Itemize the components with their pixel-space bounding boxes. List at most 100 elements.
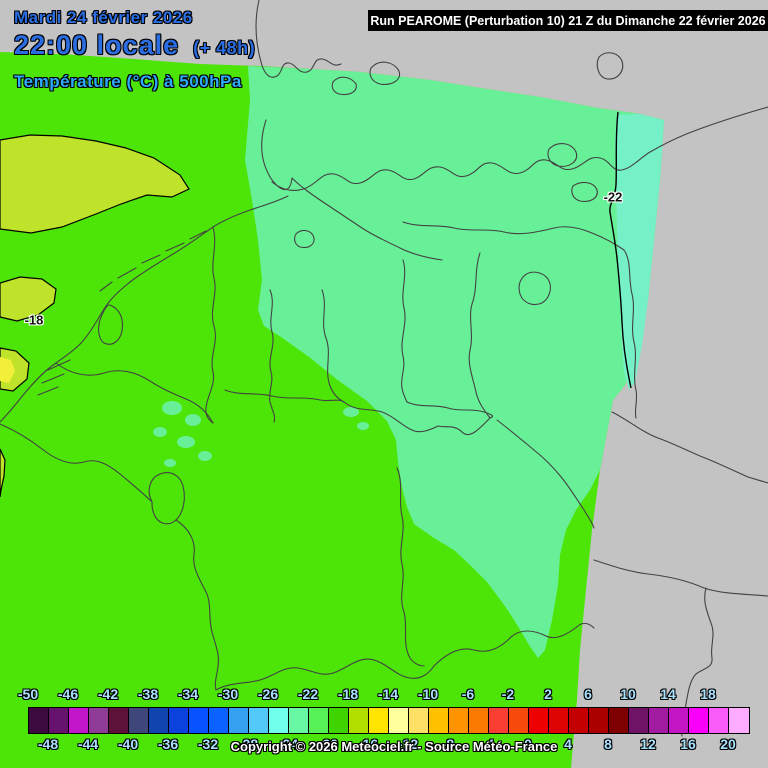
colorbar-tick--2: -2 (501, 686, 515, 702)
isotherm-minus22 (609, 111, 632, 389)
coast-danish-isles (331, 61, 401, 96)
colorbar-tick--46: -46 (57, 686, 79, 702)
colorbar-cell--10 (429, 708, 449, 733)
border-thuringia (406, 401, 493, 436)
colorbar-tick--50: -50 (17, 686, 39, 702)
border-berlin (518, 271, 551, 306)
colorbar-cell-16 (689, 708, 709, 733)
colorbar-tick--10: -10 (417, 686, 439, 702)
border-bavaria-bw (396, 467, 425, 667)
title-block: Mardi 24 février 2026 22:00 locale (+ 48h… (14, 8, 255, 92)
colorbar-tick--18: -18 (337, 686, 359, 702)
coast-frisian-islands (99, 230, 207, 292)
colorbar-tick-20: 20 (720, 736, 736, 752)
colorbar-cell-14 (669, 708, 689, 733)
colorbar-tick-10: 10 (620, 686, 636, 702)
colorbar-cell-12 (649, 708, 669, 733)
coast-jutland (255, 0, 342, 78)
colorbar-tick--32: -32 (197, 736, 219, 752)
coastline-borders (0, 0, 768, 737)
coast-ijsselmeer (98, 304, 124, 345)
colorbar-cell--50 (29, 708, 49, 733)
border-luxembourg (148, 472, 185, 525)
colorbar-tick--42: -42 (97, 686, 119, 702)
colorbar-cell--42 (109, 708, 129, 733)
colorbar-tick--36: -36 (157, 736, 179, 752)
colorbar-cell--44 (89, 708, 109, 733)
colorbar-cell--36 (169, 708, 189, 733)
colorbar-cell--38 (149, 708, 169, 733)
colorbar-tick-12: 12 (640, 736, 656, 752)
colorbar-tick--28: -28 (237, 736, 259, 752)
isotherm-label--22: -22 (603, 189, 623, 205)
border-lower-saxony (401, 259, 408, 403)
colorbar-cell--22 (309, 708, 329, 733)
border-nrw (224, 289, 345, 423)
colorbar-cell-4 (569, 708, 589, 733)
isotherm-label--18: -18 (24, 312, 44, 328)
run-info-bar: Run PEAROME (Perturbation 10) 21 Z du Di… (368, 10, 768, 31)
colorbar-cell--46 (69, 708, 89, 733)
border-czech (496, 419, 595, 529)
colorbar-cell--20 (329, 708, 349, 733)
border-elbe (291, 177, 443, 261)
copyright-label: Copyright © 2026 Meteociel.fr - Source M… (230, 739, 558, 754)
colorbar-cell-10 (629, 708, 649, 733)
colorbar-tick--48: -48 (37, 736, 59, 752)
colorbar-cell--2 (509, 708, 529, 733)
colorbar-cell--14 (389, 708, 409, 733)
run-info-label: Run PEAROME (Perturbation 10) 21 Z du Di… (370, 13, 766, 28)
coast-ruegen (547, 143, 578, 167)
colorbar-tick--8: -8 (441, 736, 455, 752)
colorbar-cell--4 (489, 708, 509, 733)
coast-lagoon (571, 181, 598, 202)
colorbar-tick-8: 8 (604, 736, 612, 752)
border-danube-east (593, 559, 768, 597)
border-austria (433, 622, 595, 667)
border-austria-vertical (680, 587, 714, 737)
colorbar-tick--20: -20 (317, 736, 339, 752)
date-label: Mardi 24 février 2026 (14, 8, 193, 27)
colorbar-cell--6 (469, 708, 489, 733)
border-cz-at-east (611, 411, 768, 484)
colorbar-cell--12 (409, 708, 429, 733)
border-bremen (294, 229, 315, 249)
border-nl-de (205, 226, 216, 424)
colorbar-tick--16: -16 (357, 736, 379, 752)
colorbar-tick--22: -22 (297, 686, 319, 702)
colorbar-cell--48 (49, 708, 69, 733)
colorbar-tick-16: 16 (680, 736, 696, 752)
colorbar-tick-2: 2 (544, 686, 552, 702)
colorbar-tick--44: -44 (77, 736, 99, 752)
colorbar-cell-6 (589, 708, 609, 733)
coast-north-sea (0, 195, 289, 423)
colorbar-cell-2 (549, 708, 569, 733)
region-teal-strip (615, 114, 664, 390)
coast-baltic (261, 106, 768, 191)
variable-label: Température (°C) à 500hPa (14, 72, 242, 91)
border-mecklenburg (402, 221, 625, 251)
colorbar-tick--24: -24 (277, 736, 299, 752)
colorbar-cell-8 (609, 708, 629, 733)
colorbar-tick--30: -30 (217, 686, 239, 702)
colorbar-tick-6: 6 (584, 686, 592, 702)
colorbar-cell--28 (249, 708, 269, 733)
colorbar-tick--40: -40 (117, 736, 139, 752)
time-row: 22:00 locale (+ 48h) (14, 30, 255, 61)
border-fr-de (175, 519, 219, 691)
border-belgium (0, 362, 214, 503)
colorbar-tick-18: 18 (700, 686, 716, 702)
colorbar-cell--8 (449, 708, 469, 733)
colorbar-tick--38: -38 (137, 686, 159, 702)
forecast-offset-label: (+ 48h) (193, 38, 256, 58)
temperature-colorbar (28, 707, 750, 734)
colorbar-tick-4: 4 (564, 736, 572, 752)
border-saxony-anhalt (468, 252, 491, 419)
colorbar-tick--26: -26 (257, 686, 279, 702)
colorbar-tick--6: -6 (461, 686, 475, 702)
region-yellow-green-patches (0, 134, 190, 498)
local-time-label: 22:00 locale (14, 30, 180, 60)
colorbar-tick-0: 0 (524, 736, 532, 752)
